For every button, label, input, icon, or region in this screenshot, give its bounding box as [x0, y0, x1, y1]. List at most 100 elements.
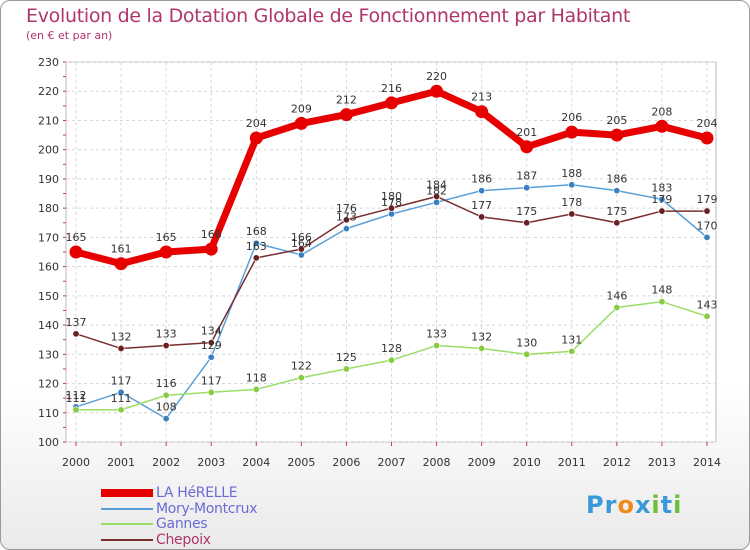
- data-label: 186: [471, 173, 492, 186]
- data-point: [523, 184, 531, 192]
- y-tick-label: 230: [38, 56, 59, 69]
- data-point: [387, 356, 395, 364]
- data-label: 188: [561, 167, 582, 180]
- data-label: 173: [336, 211, 357, 224]
- data-point: [703, 233, 711, 241]
- data-label: 125: [336, 351, 357, 364]
- legend-label: Mory-Montcrux: [156, 500, 258, 517]
- data-point: [114, 257, 128, 271]
- x-tick-label: 2003: [197, 456, 225, 469]
- data-label: 132: [111, 330, 132, 343]
- data-point: [385, 96, 398, 110]
- y-tick-label: 140: [38, 319, 59, 332]
- legend-swatch: [101, 489, 153, 497]
- x-tick-label: 2013: [648, 456, 676, 469]
- data-point: [297, 251, 305, 259]
- x-tick-label: 2011: [558, 456, 586, 469]
- data-point: [433, 342, 441, 350]
- data-point: [252, 254, 260, 262]
- data-label: 137: [66, 316, 87, 329]
- data-point: [430, 84, 444, 98]
- x-tick-label: 2007: [378, 456, 406, 469]
- data-label: 204: [246, 117, 267, 130]
- data-label: 182: [426, 184, 447, 197]
- data-label: 148: [651, 284, 672, 297]
- data-label: 213: [471, 91, 492, 104]
- data-point: [475, 105, 489, 119]
- y-tick-label: 180: [38, 202, 59, 215]
- data-label: 183: [651, 181, 672, 194]
- data-point: [207, 339, 215, 347]
- data-point: [433, 192, 441, 200]
- data-point: [568, 347, 576, 355]
- data-label: 179: [651, 193, 672, 206]
- data-label: 166: [291, 231, 312, 244]
- data-point: [162, 391, 170, 399]
- data-point: [520, 140, 534, 154]
- data-label: 164: [291, 237, 312, 250]
- y-tick-label: 100: [38, 436, 59, 449]
- data-label: 178: [381, 196, 402, 209]
- data-point: [294, 116, 308, 130]
- y-tick-label: 130: [38, 348, 59, 361]
- y-tick-label: 150: [38, 290, 59, 303]
- data-label: 131: [561, 333, 582, 346]
- legend-swatch: [101, 523, 153, 525]
- data-label: 132: [471, 330, 492, 343]
- y-tick-label: 200: [38, 144, 59, 157]
- chart-subtitle: (en € et par an): [26, 29, 113, 42]
- y-tick-label: 190: [38, 173, 59, 186]
- data-label: 209: [291, 102, 312, 115]
- legend-swatch: [101, 507, 153, 510]
- x-tick-label: 2014: [693, 456, 721, 469]
- x-tick-label: 2012: [603, 456, 631, 469]
- logo-letter: i: [673, 491, 683, 519]
- data-label: 206: [561, 111, 582, 124]
- data-point: [297, 245, 305, 253]
- data-point: [523, 219, 531, 227]
- data-point: [568, 181, 576, 189]
- x-tick-label: 2000: [62, 456, 90, 469]
- y-tick-label: 210: [38, 114, 59, 127]
- data-label: 111: [66, 392, 87, 405]
- data-label: 118: [246, 371, 267, 384]
- data-point: [69, 245, 83, 259]
- data-point: [703, 312, 711, 320]
- data-label: 128: [381, 342, 402, 355]
- data-label: 216: [381, 82, 402, 95]
- data-label: 122: [291, 360, 312, 373]
- data-point: [658, 195, 666, 203]
- data-point: [568, 210, 576, 218]
- data-point: [204, 242, 218, 256]
- data-point: [162, 415, 170, 423]
- data-point: [72, 330, 80, 338]
- data-point: [613, 187, 621, 195]
- proxiti-logo: Proxiti: [586, 491, 682, 519]
- legend-label: Gannes: [156, 516, 208, 532]
- data-point: [613, 219, 621, 227]
- data-point: [478, 213, 486, 221]
- data-label: 165: [66, 231, 87, 244]
- data-label: 176: [336, 202, 357, 215]
- logo-letter: Pr: [586, 491, 618, 519]
- data-point: [433, 198, 441, 206]
- chart-title: Evolution de la Dotation Globale de Fonc…: [26, 5, 631, 27]
- data-label: 175: [606, 205, 627, 218]
- logo-letter: i: [651, 491, 661, 519]
- data-point: [117, 388, 125, 396]
- legend-label: Chepoix: [156, 531, 211, 548]
- data-point: [342, 365, 350, 373]
- data-label: 116: [156, 377, 177, 390]
- data-point: [252, 239, 260, 247]
- data-label: 168: [246, 225, 267, 238]
- data-point: [387, 210, 395, 218]
- data-point: [72, 406, 80, 414]
- data-point: [159, 245, 173, 259]
- data-point: [700, 131, 714, 145]
- data-point: [297, 374, 305, 382]
- y-tick-label: 170: [38, 231, 59, 244]
- data-point: [565, 125, 579, 139]
- data-label: 205: [606, 114, 627, 127]
- data-label: 177: [471, 199, 492, 212]
